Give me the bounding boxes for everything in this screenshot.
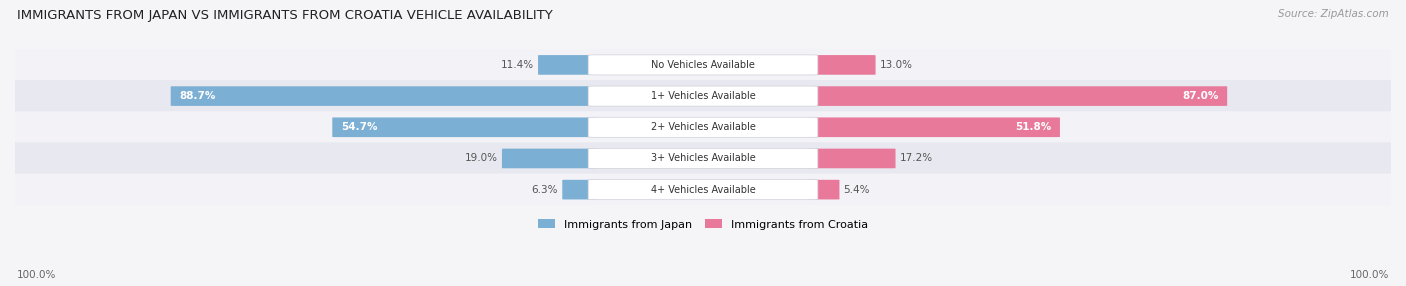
FancyBboxPatch shape	[6, 142, 1400, 174]
FancyBboxPatch shape	[6, 80, 1400, 112]
Text: 51.8%: 51.8%	[1015, 122, 1052, 132]
Text: 13.0%: 13.0%	[880, 60, 912, 70]
Text: 2+ Vehicles Available: 2+ Vehicles Available	[651, 122, 755, 132]
FancyBboxPatch shape	[808, 180, 839, 199]
Text: 5.4%: 5.4%	[844, 185, 870, 195]
Text: 19.0%: 19.0%	[465, 154, 498, 164]
FancyBboxPatch shape	[808, 55, 876, 75]
Text: 3+ Vehicles Available: 3+ Vehicles Available	[651, 154, 755, 164]
FancyBboxPatch shape	[170, 86, 598, 106]
FancyBboxPatch shape	[332, 118, 598, 137]
Text: No Vehicles Available: No Vehicles Available	[651, 60, 755, 70]
Text: 17.2%: 17.2%	[900, 154, 932, 164]
Text: 88.7%: 88.7%	[180, 91, 217, 101]
Text: 100.0%: 100.0%	[17, 270, 56, 280]
FancyBboxPatch shape	[538, 55, 598, 75]
FancyBboxPatch shape	[588, 180, 818, 200]
FancyBboxPatch shape	[588, 148, 818, 168]
FancyBboxPatch shape	[808, 118, 1060, 137]
FancyBboxPatch shape	[6, 49, 1400, 81]
FancyBboxPatch shape	[502, 149, 598, 168]
Text: 6.3%: 6.3%	[531, 185, 558, 195]
Legend: Immigrants from Japan, Immigrants from Croatia: Immigrants from Japan, Immigrants from C…	[534, 214, 872, 234]
FancyBboxPatch shape	[6, 111, 1400, 143]
Text: 87.0%: 87.0%	[1182, 91, 1219, 101]
FancyBboxPatch shape	[588, 86, 818, 106]
Text: 100.0%: 100.0%	[1350, 270, 1389, 280]
Text: 4+ Vehicles Available: 4+ Vehicles Available	[651, 185, 755, 195]
Text: 1+ Vehicles Available: 1+ Vehicles Available	[651, 91, 755, 101]
FancyBboxPatch shape	[808, 149, 896, 168]
Text: 11.4%: 11.4%	[501, 60, 534, 70]
Text: 54.7%: 54.7%	[342, 122, 378, 132]
FancyBboxPatch shape	[588, 117, 818, 137]
FancyBboxPatch shape	[588, 55, 818, 75]
Text: Source: ZipAtlas.com: Source: ZipAtlas.com	[1278, 9, 1389, 19]
FancyBboxPatch shape	[6, 174, 1400, 206]
FancyBboxPatch shape	[562, 180, 598, 199]
FancyBboxPatch shape	[808, 86, 1227, 106]
Text: IMMIGRANTS FROM JAPAN VS IMMIGRANTS FROM CROATIA VEHICLE AVAILABILITY: IMMIGRANTS FROM JAPAN VS IMMIGRANTS FROM…	[17, 9, 553, 21]
